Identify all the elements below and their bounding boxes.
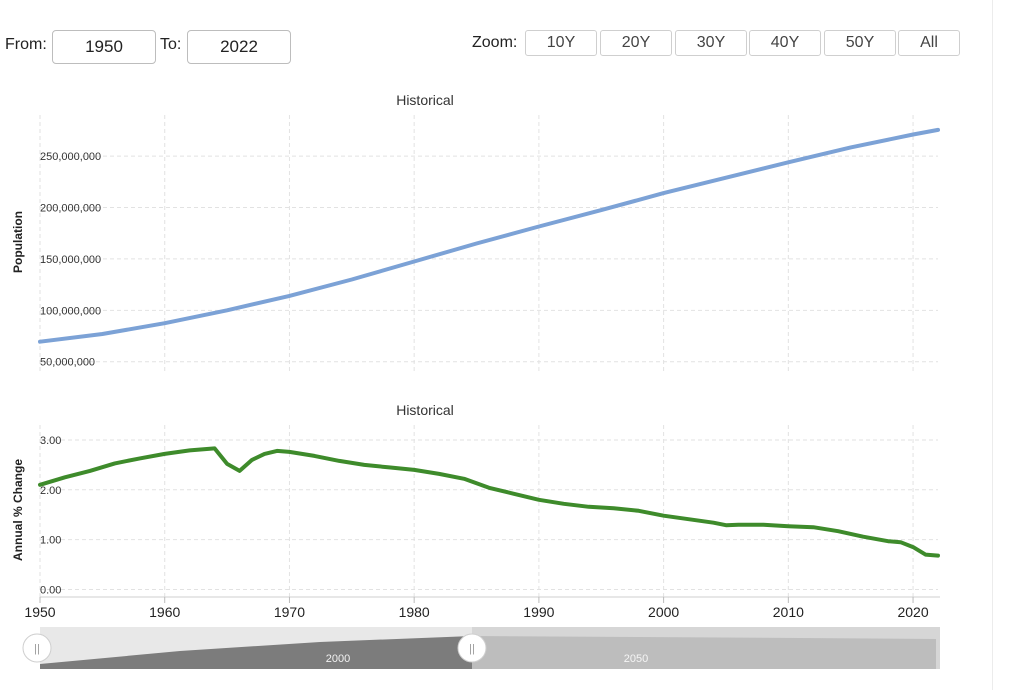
y-tick-label: 2.00 [40, 485, 61, 497]
range-selector: From: 1950 To: 2022 Zoom: 10Y 20Y 30Y 40… [0, 30, 1024, 64]
timeline-navigator[interactable]: 2000 2050 || || [22, 627, 940, 669]
population-chart-title: Historical [396, 92, 454, 108]
annual-change-panel: Historical Annual % Change 0.00 1.00 2.00 3… [11, 402, 940, 620]
x-tick-label: 2010 [773, 604, 804, 620]
x-tick-label: 1990 [523, 604, 554, 620]
y-tick-label: 3.00 [40, 435, 61, 447]
to-label: To: [160, 36, 182, 53]
zoom-40y-button[interactable]: 40Y [749, 30, 821, 56]
navigator-right-handle[interactable]: || [457, 633, 487, 663]
page-divider [992, 0, 993, 690]
annual-change-series-line [38, 446, 940, 558]
navigator-label-2000: 2000 [326, 653, 350, 665]
annual-change-y-axis-label: Annual % Change [11, 459, 25, 561]
navigator-series-preview [472, 636, 936, 669]
navigator-label-2050: 2050 [624, 653, 648, 665]
y-tick-label: 200,000,000 [40, 203, 101, 215]
zoom-20y-button[interactable]: 20Y [600, 30, 672, 56]
population-panel: Historical Population 50,000,000 100,000,… [11, 92, 940, 372]
x-tick-label: 1970 [274, 604, 305, 620]
x-tick-label: 2000 [648, 604, 679, 620]
annual-change-y-ticks: 0.00 1.00 2.00 3.00 [40, 435, 61, 597]
y-tick-label: 150,000,000 [40, 254, 101, 266]
navigator-selected-area-fill [40, 636, 472, 669]
zoom-all-button[interactable]: All [898, 30, 960, 56]
zoom-50y-button[interactable]: 50Y [824, 30, 896, 56]
y-tick-label: 1.00 [40, 535, 61, 547]
population-y-ticks: 50,000,000 100,000,000 150,000,000 200,000,… [40, 151, 101, 369]
navigator-left-handle[interactable]: || [22, 633, 52, 663]
from-label: From: [5, 36, 47, 53]
right-handle-grip-icon: || [469, 643, 475, 655]
x-axis-ticks: 1950 1960 1970 1980 1990 2000 2010 2020 [24, 597, 929, 620]
population-y-axis-label: Population [11, 211, 25, 273]
y-tick-label: 0.00 [40, 585, 61, 597]
zoom-30y-button[interactable]: 30Y [675, 30, 747, 56]
zoom-10y-button[interactable]: 10Y [525, 30, 597, 56]
from-year-input[interactable]: 1950 [52, 30, 156, 64]
x-tick-label: 1980 [399, 604, 430, 620]
zoom-label: Zoom: [472, 34, 518, 51]
left-handle-grip-icon: || [34, 643, 40, 655]
y-tick-label: 100,000,000 [40, 305, 101, 317]
x-tick-label: 2020 [897, 604, 928, 620]
x-tick-label: 1950 [24, 604, 55, 620]
y-tick-label: 50,000,000 [40, 357, 95, 369]
y-tick-label: 250,000,000 [40, 151, 101, 163]
population-series-line [38, 127, 940, 344]
annual-change-chart-title: Historical [396, 402, 454, 418]
x-tick-label: 1960 [149, 604, 180, 620]
population-grid [39, 115, 938, 372]
to-year-input[interactable]: 2022 [187, 30, 291, 64]
